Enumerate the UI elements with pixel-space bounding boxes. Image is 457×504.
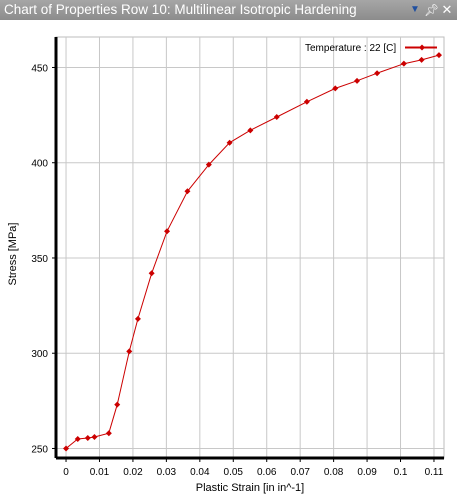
data-point — [374, 70, 381, 77]
window-titlebar: Chart of Properties Row 10: Multilinear … — [0, 0, 457, 20]
y-tick-label: 300 — [31, 349, 48, 360]
x-tick-label: 0.03 — [157, 467, 177, 478]
chart-axes — [54, 37, 444, 460]
data-point — [74, 435, 81, 442]
x-tick-label: 0.05 — [224, 467, 244, 478]
x-axis-label: Plastic Strain [in in^-1] — [196, 482, 304, 494]
data-point — [134, 315, 141, 322]
data-point — [435, 52, 442, 59]
data-point — [332, 85, 339, 92]
x-tick-label: 0.08 — [324, 467, 344, 478]
data-point — [247, 127, 254, 134]
data-point — [354, 77, 361, 84]
y-tick-label: 350 — [31, 254, 48, 265]
x-tick-label: 0.11 — [425, 467, 444, 478]
legend-marker — [419, 44, 425, 51]
chart-ticks: 0 0.01 0.02 0.03 0.04 0.05 0.06 0.07 0.08 0.09 0.1… — [31, 63, 443, 478]
chart-legend: Temperature : 22 [C] — [305, 43, 437, 54]
y-axis-label: Stress [MPa] — [7, 223, 19, 286]
data-point — [105, 430, 112, 437]
chart-series — [63, 52, 442, 452]
x-tick-label: 0.09 — [357, 467, 377, 478]
x-tick-label: 0.07 — [290, 467, 310, 478]
close-icon[interactable]: ✕ — [441, 2, 453, 17]
data-point — [273, 114, 280, 121]
y-tick-label: 400 — [31, 159, 48, 170]
data-point — [114, 401, 121, 408]
x-tick-label: 0.01 — [90, 467, 110, 478]
data-point — [91, 434, 98, 441]
data-point — [400, 60, 407, 67]
data-point — [84, 434, 91, 441]
data-point — [184, 188, 191, 195]
data-point — [418, 56, 425, 63]
chevron-down-icon[interactable]: ▼ — [410, 4, 420, 15]
window-title: Chart of Properties Row 10: Multilinear … — [4, 2, 357, 17]
x-tick-label: 0.02 — [123, 467, 143, 478]
y-tick-label: 450 — [31, 63, 48, 74]
pin-icon[interactable]: 📌︎ — [424, 3, 440, 17]
x-tick-label: 0.1 — [394, 467, 408, 478]
data-point — [164, 228, 171, 235]
data-point — [126, 348, 133, 355]
data-point — [226, 139, 233, 146]
properties-chart: 0 0.01 0.02 0.03 0.04 0.05 0.06 0.07 0.08 0.09 0.1… — [7, 36, 445, 494]
legend-entry-label: Temperature : 22 [C] — [305, 43, 396, 54]
data-point — [303, 98, 310, 105]
plot-frame — [55, 36, 445, 459]
x-tick-label: 0.04 — [190, 467, 210, 478]
series-line — [65, 54, 440, 449]
data-point — [63, 445, 70, 452]
x-tick-label: 0 — [63, 467, 69, 478]
data-point — [148, 270, 155, 277]
chart-area: 0 0.01 0.02 0.03 0.04 0.05 0.06 0.07 0.08 0.09 0.1… — [0, 20, 457, 499]
data-point — [205, 161, 212, 168]
chart-grid — [55, 36, 445, 459]
y-tick-label: 250 — [31, 444, 48, 455]
x-tick-label: 0.06 — [257, 467, 277, 478]
